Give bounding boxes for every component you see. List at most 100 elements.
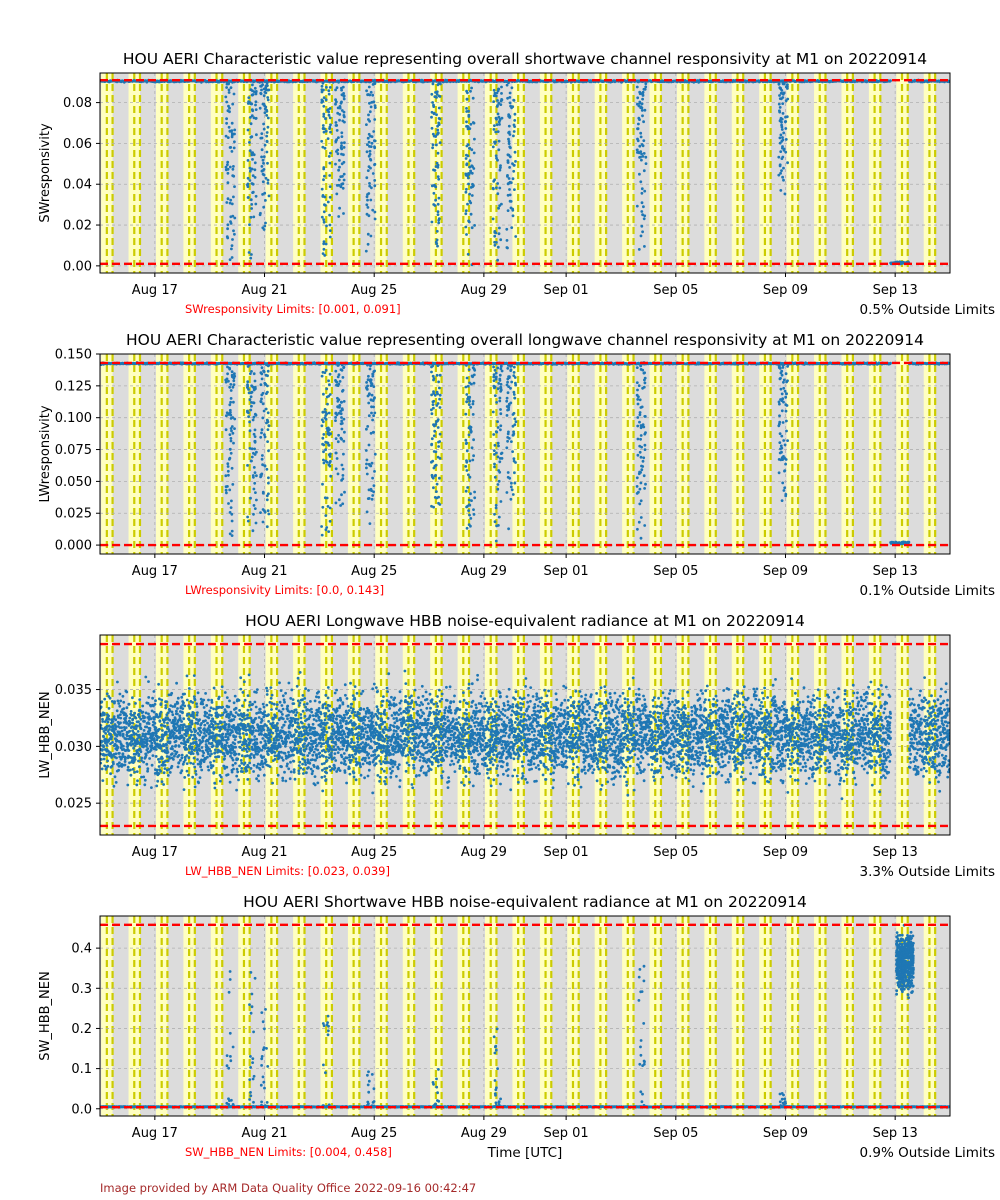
data-point: [780, 169, 783, 173]
data-point: [468, 165, 472, 169]
data-point: [229, 451, 233, 455]
data-point: [497, 469, 501, 472]
data-point: [322, 461, 326, 465]
data-point: [786, 379, 789, 383]
data-point: [510, 226, 514, 230]
y-tick-label: 0.08: [63, 96, 92, 111]
data-point: [262, 173, 266, 177]
data-point: [470, 171, 474, 175]
data-point: [367, 118, 370, 121]
data-point: [254, 100, 258, 104]
data-point: [507, 124, 511, 128]
data-point: [328, 185, 332, 189]
data-point: [225, 414, 228, 418]
data-point: [252, 475, 255, 479]
data-point: [100, 724, 103, 727]
data-point: [323, 195, 327, 199]
data-point: [466, 125, 470, 129]
data-point: [432, 103, 435, 107]
data-point: [327, 443, 331, 447]
data-point: [373, 411, 377, 415]
data-point: [228, 258, 232, 261]
data-point: [255, 474, 258, 478]
data-point: [499, 500, 503, 503]
data-point: [249, 459, 253, 463]
data-point: [436, 392, 439, 396]
data-point: [492, 373, 496, 377]
data-point: [254, 108, 258, 111]
data-point: [642, 139, 646, 143]
data-point: [430, 504, 433, 508]
data-point: [226, 171, 230, 175]
data-point: [778, 163, 782, 167]
data-point: [493, 443, 497, 447]
data-point: [432, 191, 436, 195]
data-point: [498, 168, 502, 172]
data-point: [636, 96, 640, 100]
data-point: [101, 717, 104, 721]
data-point: [366, 425, 370, 428]
data-point: [786, 83, 789, 87]
data-point: [498, 379, 502, 382]
data-point: [493, 475, 497, 479]
data-point: [365, 462, 368, 466]
data-point: [431, 82, 435, 86]
data-point: [260, 132, 264, 136]
data-point: [373, 139, 376, 143]
data-point: [231, 167, 235, 171]
data-point: [430, 437, 434, 441]
data-point: [322, 130, 326, 134]
data-point: [324, 414, 328, 417]
data-point: [366, 384, 369, 388]
data-point: [508, 193, 512, 197]
data-point: [338, 113, 342, 116]
data-point: [431, 403, 435, 406]
data-point: [496, 420, 499, 423]
data-point: [247, 96, 251, 99]
data-point: [365, 150, 369, 154]
data-point: [780, 128, 784, 131]
data-point: [334, 380, 338, 383]
y-tick-label: 0.050: [55, 475, 92, 490]
data-point: [321, 124, 325, 127]
data-point: [367, 140, 371, 144]
data-point: [437, 94, 441, 98]
data-point: [366, 193, 369, 196]
data-point: [639, 426, 643, 430]
data-point: [786, 365, 789, 368]
data-point: [326, 200, 330, 204]
data-point: [435, 113, 438, 117]
data-point: [328, 428, 331, 431]
data-point: [324, 368, 328, 372]
data-point: [777, 155, 781, 159]
data-point: [107, 714, 110, 718]
data-point: [643, 378, 646, 382]
data-point: [469, 169, 472, 173]
data-point: [513, 481, 517, 485]
data-point: [246, 196, 250, 199]
data-point: [231, 416, 235, 419]
data-point: [499, 166, 502, 170]
data-point: [433, 429, 437, 433]
data-point: [320, 84, 324, 88]
data-point: [499, 408, 502, 411]
data-point: [247, 251, 251, 254]
data-point: [262, 155, 266, 159]
data-point: [777, 173, 781, 177]
data-point: [643, 381, 647, 385]
data-point: [432, 434, 436, 438]
data-point: [266, 411, 270, 415]
data-point: [260, 148, 264, 152]
data-point: [326, 137, 330, 141]
data-point: [638, 413, 642, 417]
data-point: [367, 374, 370, 378]
data-point: [781, 138, 785, 142]
data-point: [430, 110, 434, 114]
data-point: [334, 140, 338, 144]
data-point: [230, 150, 234, 153]
data-point: [322, 115, 326, 118]
data-point: [338, 403, 342, 407]
data-point: [472, 438, 475, 442]
data-point: [511, 493, 515, 496]
data-point: [266, 88, 270, 92]
